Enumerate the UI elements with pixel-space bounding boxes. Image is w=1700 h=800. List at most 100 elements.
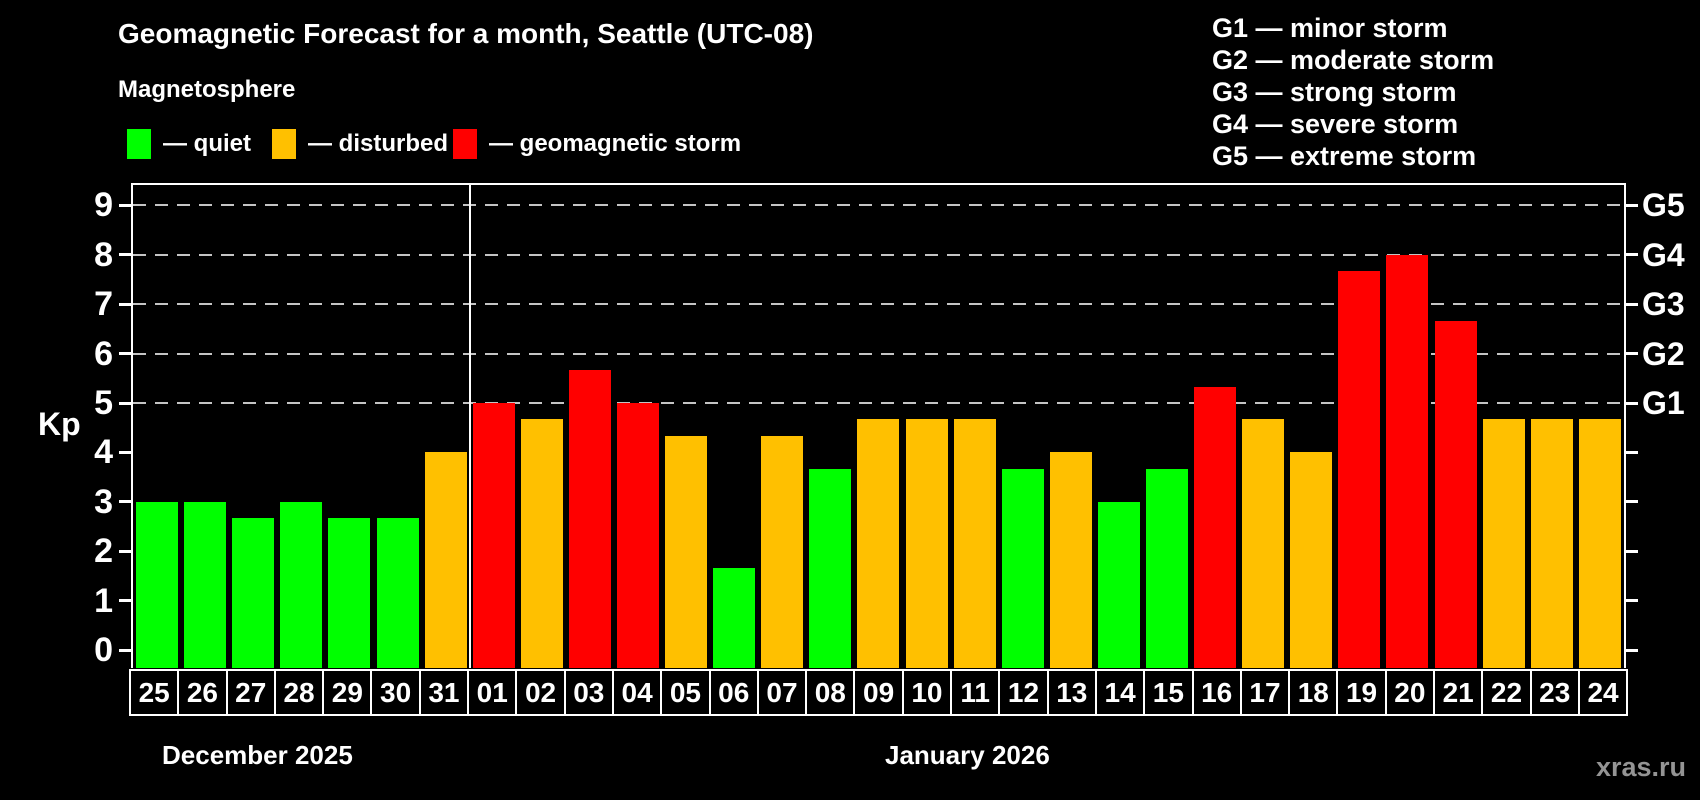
date-cell-23: 23 <box>1529 669 1580 716</box>
left-axis-tick <box>119 549 131 553</box>
bar-slot <box>470 185 518 668</box>
bar-slot <box>1047 185 1095 668</box>
right-axis-tick <box>1626 203 1638 207</box>
right-axis-tick <box>1626 500 1638 504</box>
kp-bar-15 <box>1146 468 1189 668</box>
date-cell-26: 26 <box>177 669 228 716</box>
kp-bar-05 <box>665 436 708 668</box>
legend-item-disturbed: — disturbed <box>272 128 448 160</box>
right-axis-tick <box>1626 599 1638 603</box>
legend-item-quiet: — quiet <box>127 128 251 160</box>
bar-slot <box>758 185 806 668</box>
date-cell-14: 14 <box>1094 669 1146 716</box>
g1-legend-line: G1 — minor storm <box>1212 13 1448 43</box>
bar-slot <box>422 185 470 668</box>
page-title: Geomagnetic Forecast for a month, Seattl… <box>118 18 814 49</box>
right-axis-tick <box>1626 450 1638 454</box>
left-axis-tick <box>119 302 131 306</box>
y-tick-label: 1 <box>94 581 113 620</box>
bar-slot <box>1335 185 1383 668</box>
g-axis-label-g3: G3 <box>1642 286 1685 323</box>
date-cell-16: 16 <box>1191 669 1242 716</box>
right-axis-tick <box>1626 401 1638 405</box>
right-axis-tick <box>1626 253 1638 257</box>
y-tick-label: 0 <box>94 631 113 669</box>
y-tick-label: 9 <box>94 186 113 225</box>
kp-bar-29 <box>328 518 371 668</box>
kp-bar-16 <box>1194 386 1237 668</box>
left-axis-tick <box>119 450 131 454</box>
legend-label-storm: — geomagnetic storm <box>489 130 742 157</box>
y-tick-label: 4 <box>94 433 113 472</box>
gridline-kp7 <box>133 303 1624 306</box>
bar-slot <box>999 185 1047 668</box>
kp-bar-17 <box>1242 419 1285 668</box>
date-cell-11: 11 <box>950 669 1001 716</box>
left-axis-tick <box>119 500 131 504</box>
kp-bar-26 <box>184 501 227 668</box>
bars-row <box>133 185 1624 668</box>
date-cell-05: 05 <box>660 669 711 716</box>
date-cell-18: 18 <box>1288 669 1339 716</box>
bar-slot <box>1095 185 1143 668</box>
g4-legend-line: G4 — severe storm <box>1212 109 1459 139</box>
bar-slot <box>1528 185 1576 668</box>
date-cell-13: 13 <box>1046 669 1097 716</box>
bar-slot <box>854 185 902 668</box>
bar-slot <box>1191 185 1239 668</box>
kp-bar-08 <box>809 468 852 668</box>
kp-bar-14 <box>1097 501 1140 668</box>
bar-slot <box>1480 185 1528 668</box>
left-axis-tick <box>119 599 131 603</box>
kp-bar-09 <box>857 419 900 668</box>
date-cell-19: 19 <box>1336 669 1387 716</box>
date-axis: 25 26 27 28 29 30 31 01 02 03 04 05 06 07 08 09 10 11 12 13… <box>129 669 1629 716</box>
kp-bar-01 <box>472 403 515 668</box>
bar-slot <box>229 185 277 668</box>
date-cell-20: 20 <box>1384 669 1436 716</box>
kp-bar-18 <box>1290 452 1333 668</box>
kp-bar-24 <box>1578 419 1621 668</box>
gridline-kp6 <box>133 352 1624 355</box>
left-axis-tick <box>119 203 131 207</box>
y-tick-label: 7 <box>94 285 113 324</box>
kp-bar-28 <box>280 501 323 668</box>
bar-slot <box>1383 185 1431 668</box>
storm-color-swatch <box>453 129 477 159</box>
date-cell-01: 01 <box>467 669 518 716</box>
g2-legend-line: G2 — moderate storm <box>1212 45 1495 75</box>
bar-slot <box>518 185 566 668</box>
quiet-color-swatch <box>127 129 151 159</box>
kp-bar-11 <box>953 419 996 668</box>
kp-bar-30 <box>376 518 419 668</box>
month-label-december: December 2025 <box>162 740 353 770</box>
date-cell-15: 15 <box>1143 669 1194 716</box>
right-axis-tick <box>1626 352 1638 356</box>
date-cell-03: 03 <box>563 669 614 716</box>
date-cell-21: 21 <box>1433 669 1484 716</box>
date-cell-30: 30 <box>370 669 421 716</box>
date-cell-06: 06 <box>708 669 759 716</box>
y-tick-label: 6 <box>94 334 113 373</box>
gridline-kp9 <box>133 204 1624 207</box>
y-tick-label: 3 <box>94 482 113 521</box>
date-cell-02: 02 <box>515 669 566 716</box>
y-tick-label: 5 <box>94 384 113 422</box>
bar-slot <box>373 185 421 668</box>
kp-bar-20 <box>1386 254 1429 668</box>
left-axis-tick <box>119 253 131 257</box>
kp-bar-22 <box>1482 419 1525 668</box>
g3-legend-line: G3 — strong storm <box>1212 77 1457 107</box>
date-cell-09: 09 <box>853 669 904 716</box>
bar-slot <box>903 185 951 668</box>
bar-slot <box>325 185 373 668</box>
bar-slot <box>1576 185 1624 668</box>
kp-bar-04 <box>616 403 659 668</box>
kp-bar-27 <box>232 518 275 668</box>
bar-slot <box>662 185 710 668</box>
kp-bar-03 <box>568 369 611 668</box>
date-cell-24: 24 <box>1577 669 1629 716</box>
date-cell-07: 07 <box>756 669 808 716</box>
magnetosphere-label: Magnetosphere <box>118 76 296 103</box>
